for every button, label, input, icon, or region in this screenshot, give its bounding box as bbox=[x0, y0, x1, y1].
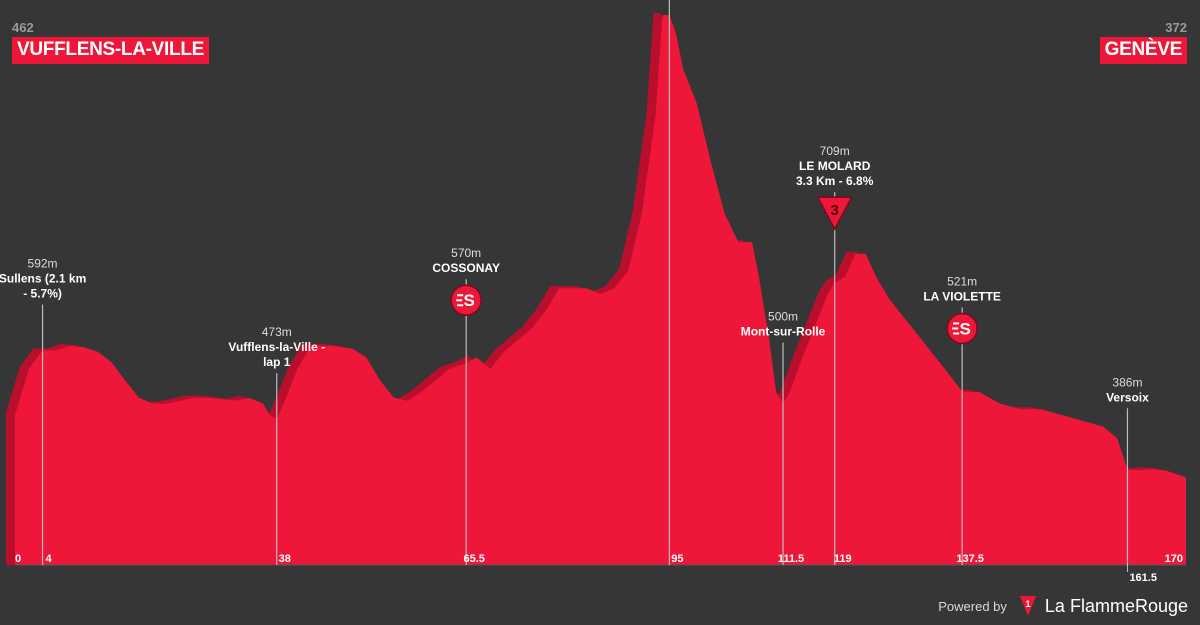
annotation-label: lap 1 bbox=[263, 355, 291, 369]
annotation-label: Vufflens-la-Ville - bbox=[228, 340, 325, 354]
powered-by-label: Powered by bbox=[938, 598, 1007, 614]
x-tick-label: 111.5 bbox=[778, 553, 804, 565]
annotation-label: LE MOLARD bbox=[799, 159, 871, 173]
annotation-label: Versoix bbox=[1106, 390, 1149, 404]
climb-category-number: 3 bbox=[831, 202, 839, 219]
annotation-altitude: 500m bbox=[768, 310, 798, 324]
finish-name: GENÈVE bbox=[1099, 37, 1187, 64]
annotation-label: Sullens (2.1 km bbox=[0, 272, 86, 286]
x-tick-label: 170 bbox=[1165, 553, 1183, 565]
climb-category-icon bbox=[816, 196, 853, 231]
x-tick-label: 4 bbox=[46, 553, 53, 565]
finish-location: 372 GENÈVE bbox=[1099, 20, 1187, 64]
annotation-3: 1174mGRAND FUEY5.8 Km - 7.5%2 bbox=[668, 0, 670, 565]
x-tick-label: 65.5 bbox=[463, 553, 484, 565]
start-elevation: 462 bbox=[12, 20, 34, 35]
annotation-label: LA VIOLETTE bbox=[923, 289, 1001, 303]
x-tick-label: 95 bbox=[671, 553, 683, 565]
sprint-icon bbox=[450, 284, 482, 316]
annotation-altitude: 386m bbox=[1112, 375, 1142, 389]
annotation-altitude: 473m bbox=[262, 325, 292, 339]
start-location: 462 VUFFLENS-LA-VILLE bbox=[12, 20, 209, 64]
x-tick-label: 119 bbox=[834, 553, 852, 565]
x-tick-label: 0 bbox=[15, 553, 21, 565]
logo-letter: 1 bbox=[1025, 599, 1030, 609]
sprint-icon-lines bbox=[456, 294, 464, 307]
annotation-altitude: 709m bbox=[820, 144, 850, 158]
annotation-label: Mont-sur-Rolle bbox=[741, 325, 826, 339]
sprint-icon-letter: S bbox=[464, 291, 475, 310]
x-tick-label: 137.5 bbox=[956, 553, 984, 565]
annotation-label: COSSONAY bbox=[432, 261, 500, 275]
sprint-icon-lines bbox=[952, 322, 960, 335]
brand-footer: Powered by 1 La FlammeRouge bbox=[938, 593, 1188, 619]
annotation-label: - 5.7%) bbox=[23, 287, 62, 301]
sprint-icon-letter: S bbox=[959, 319, 970, 338]
x-tick-label: 161.5 bbox=[1129, 572, 1157, 584]
brand-name: La FlammeRouge bbox=[1044, 595, 1188, 616]
annotation-altitude: 570m bbox=[451, 246, 481, 260]
annotation-altitude: 521m bbox=[947, 274, 977, 288]
sprint-icon bbox=[946, 312, 978, 345]
start-name: VUFFLENS-LA-VILLE bbox=[12, 37, 209, 64]
finish-elevation: 372 bbox=[1165, 20, 1187, 35]
x-tick-label: 38 bbox=[279, 553, 291, 565]
annotation-altitude: 592m bbox=[28, 257, 58, 271]
flame-rouge-logo-icon: 1 bbox=[1019, 596, 1036, 616]
annotation-label: 3.3 Km - 6.8% bbox=[796, 174, 874, 188]
profile-area bbox=[15, 15, 1186, 565]
